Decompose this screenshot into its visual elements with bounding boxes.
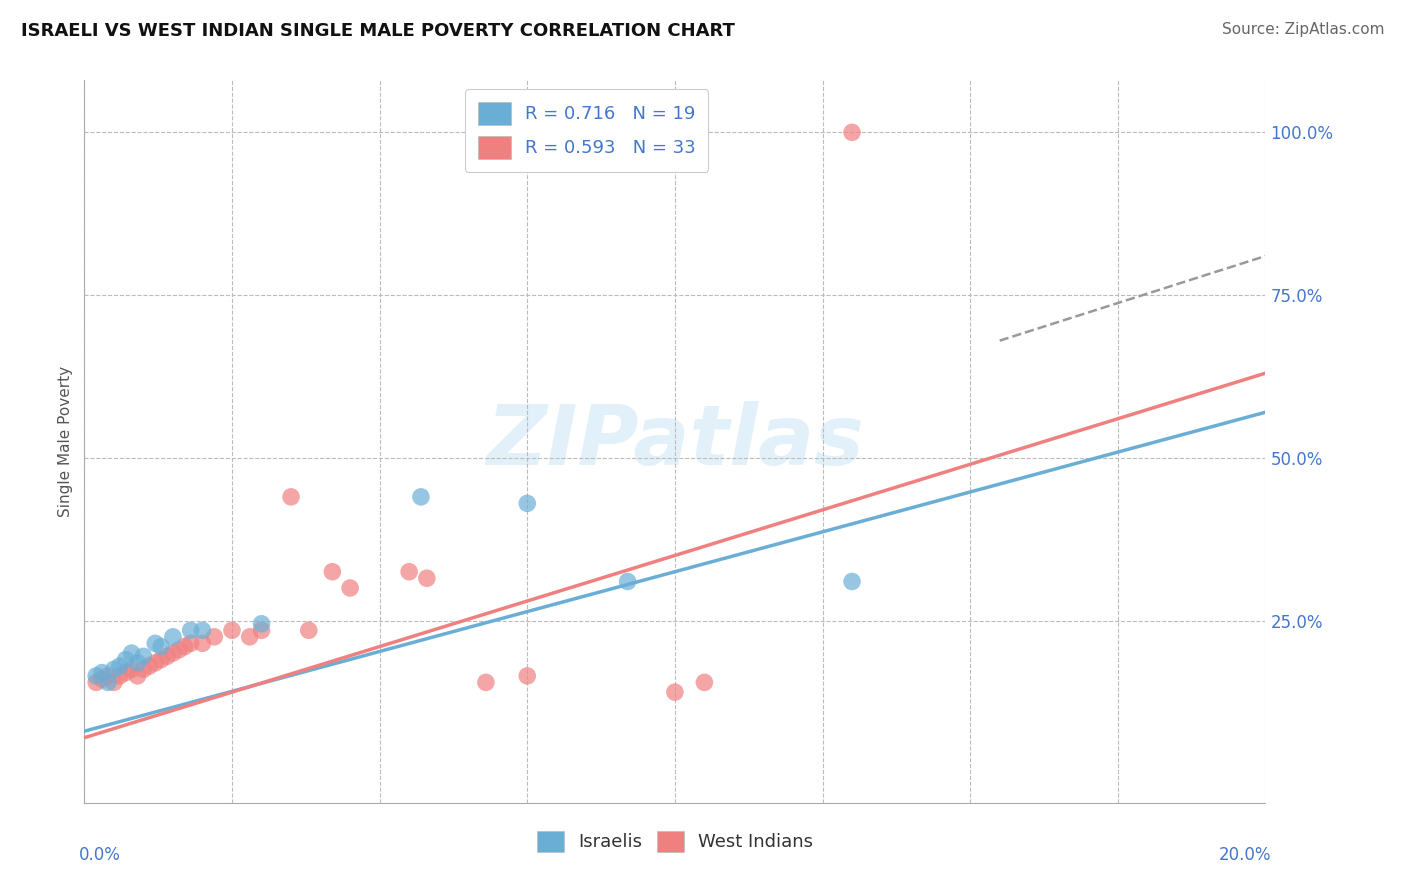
Point — [121, 662, 143, 676]
Point — [132, 649, 155, 664]
Point — [162, 646, 184, 660]
Point — [127, 656, 149, 670]
Point — [167, 643, 190, 657]
Point — [298, 624, 321, 638]
Point — [114, 665, 136, 680]
Point — [138, 659, 160, 673]
Point — [103, 675, 125, 690]
Point — [180, 624, 202, 638]
Text: Source: ZipAtlas.com: Source: ZipAtlas.com — [1222, 22, 1385, 37]
Point — [841, 125, 863, 139]
Text: 20.0%: 20.0% — [1219, 847, 1271, 864]
Point — [250, 624, 273, 638]
Point — [150, 652, 173, 666]
Point — [221, 624, 243, 638]
Point — [416, 571, 439, 585]
Point — [180, 636, 202, 650]
Text: 0.0%: 0.0% — [79, 847, 121, 864]
Point — [91, 665, 114, 680]
Point — [156, 649, 179, 664]
Point — [516, 669, 538, 683]
Point — [108, 659, 131, 673]
Point — [202, 630, 225, 644]
Point — [516, 496, 538, 510]
Point — [339, 581, 361, 595]
Point — [97, 675, 120, 690]
Legend: Israelis, West Indians: Israelis, West Indians — [530, 823, 820, 859]
Point — [121, 646, 143, 660]
Point — [173, 640, 195, 654]
Point — [143, 656, 166, 670]
Point — [143, 636, 166, 650]
Point — [91, 672, 114, 686]
Point — [250, 616, 273, 631]
Point — [191, 636, 214, 650]
Point — [108, 669, 131, 683]
Point — [841, 574, 863, 589]
Point — [84, 675, 107, 690]
Point — [616, 574, 638, 589]
Point — [114, 652, 136, 666]
Point — [132, 662, 155, 676]
Point — [693, 675, 716, 690]
Point — [398, 565, 420, 579]
Point — [162, 630, 184, 644]
Point — [97, 669, 120, 683]
Point — [321, 565, 343, 579]
Text: ZIPatlas: ZIPatlas — [486, 401, 863, 482]
Point — [84, 669, 107, 683]
Point — [150, 640, 173, 654]
Point — [409, 490, 432, 504]
Point — [127, 669, 149, 683]
Point — [239, 630, 262, 644]
Point — [280, 490, 302, 504]
Y-axis label: Single Male Poverty: Single Male Poverty — [58, 366, 73, 517]
Point — [103, 662, 125, 676]
Text: ISRAELI VS WEST INDIAN SINGLE MALE POVERTY CORRELATION CHART: ISRAELI VS WEST INDIAN SINGLE MALE POVER… — [21, 22, 735, 40]
Point — [664, 685, 686, 699]
Point — [191, 624, 214, 638]
Point — [475, 675, 498, 690]
